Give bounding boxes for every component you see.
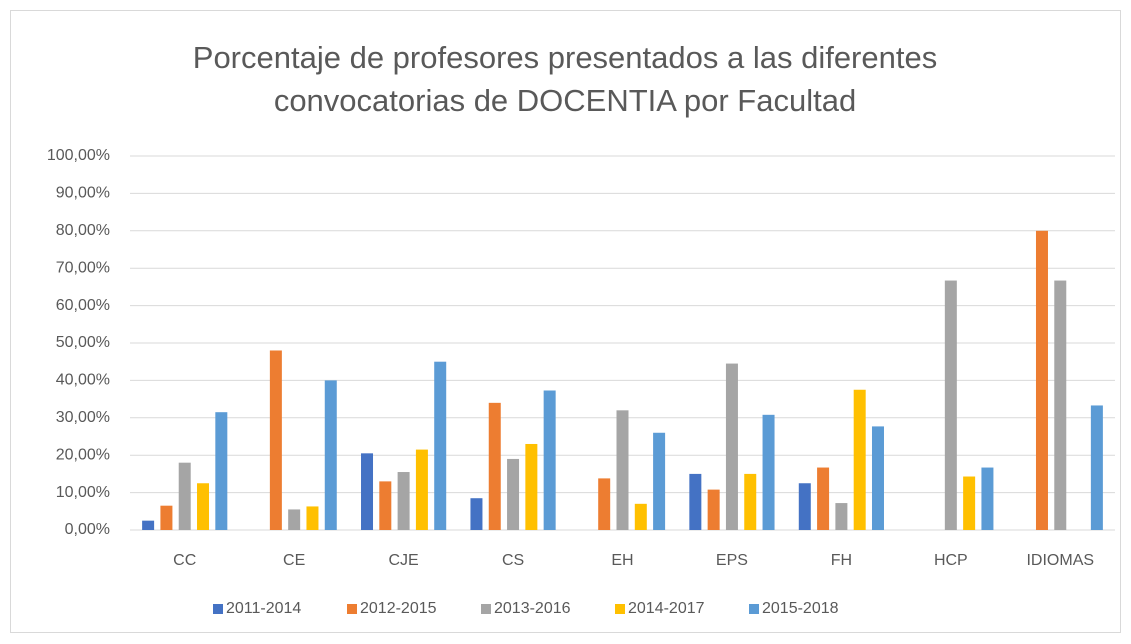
x-tick-label: FH — [831, 552, 852, 569]
x-tick-label: CC — [173, 552, 196, 569]
legend-label: 2013-2016 — [494, 600, 571, 617]
x-tick-label: EH — [611, 552, 633, 569]
y-tick-label: 0,00% — [65, 521, 110, 538]
bar — [178, 462, 191, 530]
chart-border — [10, 10, 1121, 633]
y-tick-label: 70,00% — [56, 259, 110, 276]
bar — [507, 458, 520, 530]
x-tick-label: HCP — [934, 552, 968, 569]
bar — [835, 503, 848, 530]
bar — [1054, 280, 1067, 530]
bar — [415, 449, 428, 530]
bar — [379, 481, 392, 530]
legend-label: 2015-2018 — [762, 600, 839, 617]
bar — [634, 503, 647, 530]
x-tick-label: CS — [502, 552, 524, 569]
bar — [981, 467, 994, 530]
bar — [470, 498, 483, 530]
bar — [689, 473, 702, 530]
bar — [653, 432, 666, 530]
bar — [543, 390, 556, 530]
legend-label: 2011-2014 — [226, 600, 301, 617]
chart-title: convocatorias de DOCENTIA por Facultad — [274, 83, 856, 118]
bar — [853, 389, 866, 530]
bar — [871, 426, 884, 530]
bar — [160, 505, 173, 530]
y-tick-label: 30,00% — [56, 409, 110, 426]
legend-swatch — [749, 604, 759, 614]
legend-label: 2012-2015 — [360, 600, 437, 617]
bar — [762, 414, 775, 530]
y-tick-label: 60,00% — [56, 297, 110, 314]
legend-label: 2014-2017 — [628, 600, 705, 617]
bar — [725, 363, 738, 530]
bar — [598, 478, 611, 530]
y-tick-label: 10,00% — [56, 484, 110, 501]
x-tick-label: IDIOMAS — [1026, 552, 1094, 569]
bar — [288, 509, 301, 530]
bar — [488, 402, 501, 530]
y-tick-label: 90,00% — [56, 185, 110, 202]
bar — [1090, 405, 1103, 530]
bar — [361, 453, 374, 530]
x-tick-label: CJE — [388, 552, 418, 569]
bar — [142, 520, 155, 530]
bar — [269, 350, 282, 530]
bar — [215, 412, 228, 530]
legend-swatch — [347, 604, 357, 614]
bar — [197, 483, 210, 530]
bar — [397, 472, 410, 530]
x-tick-label: CE — [283, 552, 305, 569]
legend-swatch — [213, 604, 223, 614]
y-tick-label: 40,00% — [56, 372, 110, 389]
y-tick-label: 80,00% — [56, 222, 110, 239]
y-tick-label: 50,00% — [56, 334, 110, 351]
bar — [324, 380, 337, 530]
x-tick-label: EPS — [716, 552, 748, 569]
bar — [817, 467, 830, 530]
legend-swatch — [615, 604, 625, 614]
bar — [306, 506, 319, 530]
bar — [944, 280, 957, 530]
bar — [1035, 230, 1048, 531]
bar — [798, 483, 811, 530]
legend-swatch — [481, 604, 491, 614]
bar — [616, 410, 629, 530]
bar — [434, 361, 447, 530]
y-tick-label: 20,00% — [56, 446, 110, 463]
y-tick-label: 100,00% — [47, 147, 110, 164]
bar — [525, 443, 538, 530]
chart-title: Porcentaje de profesores presentados a l… — [193, 40, 937, 75]
bar — [707, 489, 720, 530]
bar — [744, 473, 757, 530]
bar — [963, 476, 976, 530]
